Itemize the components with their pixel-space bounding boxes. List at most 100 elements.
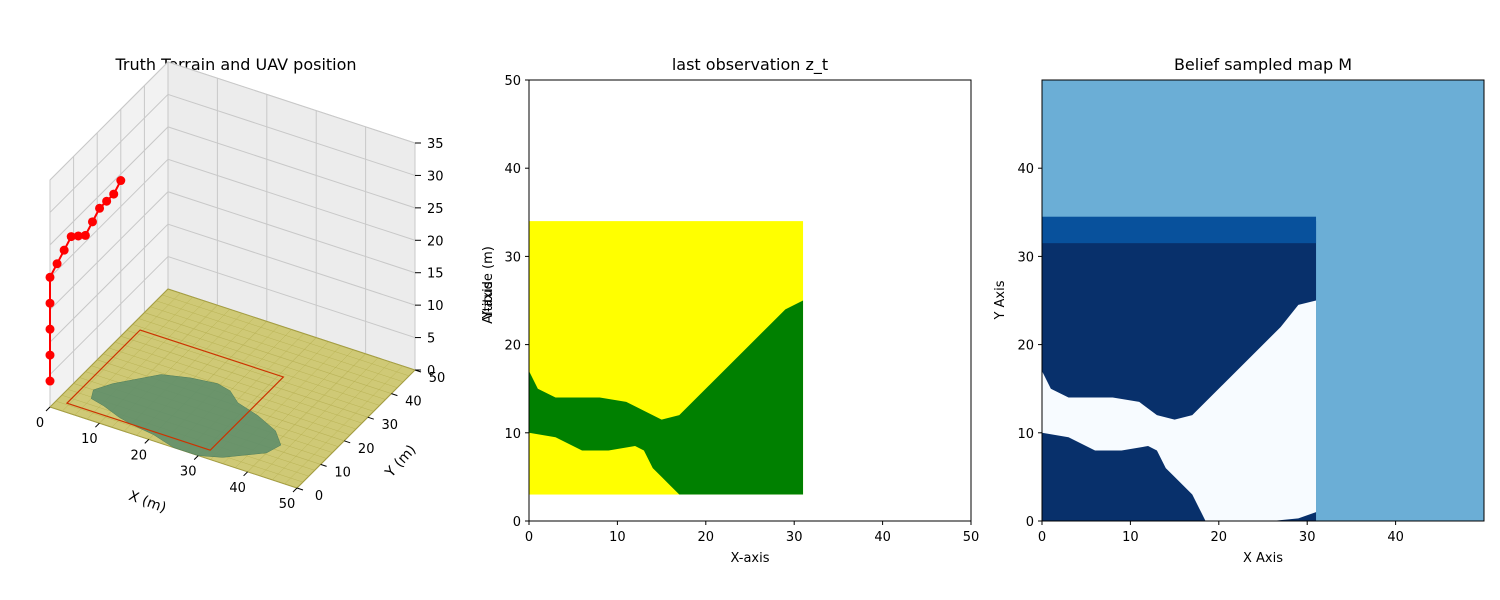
trajectory-point: [45, 350, 55, 360]
axis-ticks-3: 0 10 20 30 40 0 10 20 30 40: [1017, 162, 1403, 545]
x-tick-label: 30: [1299, 530, 1316, 545]
y-tick-label: 30: [382, 418, 399, 433]
chart-title-3: Belief sampled map M: [1174, 55, 1352, 74]
x-tick-label: 40: [874, 530, 891, 545]
uav-trajectory: [45, 176, 126, 386]
axis-ticks-2: 0 10 20 30 40 50 0 10 20 30 40 50: [504, 74, 979, 545]
belief-map: [1042, 80, 1484, 521]
panel-observation: last observation z_t 0 10 20 30 40 50 0 10 20 30 4…: [481, 55, 979, 566]
trajectory-point: [102, 196, 112, 206]
x-tick-label: 0: [1038, 530, 1046, 545]
trajectory-point: [87, 217, 97, 227]
terrain-mesh: [126, 330, 374, 412]
terrain-mesh: [150, 306, 398, 388]
chart-title-2: last observation z_t: [672, 55, 828, 75]
y-tick-label: 40: [504, 162, 521, 177]
trajectory-point: [73, 231, 83, 241]
z-gridline: [49, 191, 416, 311]
trajectory-point: [95, 203, 105, 213]
x-tick-label: 30: [180, 465, 197, 480]
x-tick-label: 30: [786, 530, 803, 545]
trajectory-point: [45, 376, 55, 386]
y-axis-label-2: Y-axis: [481, 281, 496, 319]
y-tick: [344, 440, 351, 444]
axes-frame-3: [1041, 79, 1485, 522]
trajectory-point: [52, 259, 62, 269]
observation-map: [529, 80, 971, 521]
y-tick-label: 50: [429, 371, 446, 386]
uncertain-band: [1042, 216, 1317, 244]
terrain-mesh: [284, 365, 403, 485]
z-tick-label: 20: [427, 234, 444, 249]
y-tick-label: 20: [1017, 339, 1034, 354]
x-tick: [243, 471, 248, 477]
terrain-mesh: [120, 336, 368, 418]
terrain-mesh: [162, 294, 410, 377]
trajectory-point: [45, 272, 55, 282]
observation-footprint: [65, 329, 285, 451]
trajectory-point: [80, 230, 90, 240]
y-tick-label: 20: [504, 339, 521, 354]
x-tick: [45, 406, 51, 412]
y-tick: [320, 463, 327, 467]
x-tick-label: 20: [131, 448, 148, 463]
y-tick-label: 30: [1017, 250, 1034, 265]
y-axis-label-1: Y (m): [382, 442, 420, 481]
y-tick-label: 0: [315, 489, 323, 504]
axes-frame-2: [528, 79, 972, 522]
y-tick-label: 40: [405, 395, 422, 410]
z-gridline: [49, 126, 416, 246]
x-tick-label: 0: [525, 530, 533, 545]
x-tick-label: 10: [609, 530, 626, 545]
x-axis-label-3: X Axis: [1243, 551, 1283, 566]
z-tick-label: 15: [427, 267, 444, 282]
x-tick-label: 40: [229, 481, 246, 496]
forest-area: [1042, 300, 1317, 521]
x-axis-label-1: X (m): [126, 488, 168, 516]
x-tick-label: 20: [1211, 530, 1228, 545]
y-tick-label: 40: [1017, 162, 1034, 177]
z-tick-label: 35: [427, 137, 444, 152]
y-axis-label-3: Y Axis: [993, 280, 1008, 320]
terrain-mesh: [138, 318, 386, 400]
x-tick-label: 10: [1122, 530, 1139, 545]
x-tick-label: 40: [1387, 530, 1404, 545]
terrain-mesh: [108, 347, 357, 430]
y-tick-label: 10: [334, 465, 351, 480]
y-tick-label: 20: [358, 442, 375, 457]
x-tick-label: 0: [36, 416, 44, 431]
y-tick-label: 0: [1026, 515, 1034, 530]
y-tick: [296, 487, 304, 491]
trajectory-point: [45, 298, 55, 308]
terrain-mesh: [156, 300, 404, 382]
y-tick-label: 10: [1017, 427, 1034, 442]
x-tick: [95, 422, 100, 428]
z-gridline: [49, 158, 416, 278]
z-tick-label: 0: [427, 364, 435, 379]
panel-3d-terrain: Truth Terrain and UAV position 0 10 20 30 40…: [36, 55, 445, 516]
y-tick-label: 50: [504, 74, 521, 89]
y-tick-label: 30: [504, 250, 521, 265]
z-tick-label: 25: [427, 202, 444, 217]
x-tick: [144, 439, 150, 444]
z-gridline: [49, 61, 416, 181]
chart-title-1: Truth Terrain and UAV position: [114, 55, 356, 74]
x-tick-label: 10: [81, 432, 98, 447]
z-tick-label: 10: [427, 299, 444, 314]
x-tick-label: 50: [279, 497, 296, 512]
terrain-mesh: [114, 341, 362, 424]
trajectory-point: [59, 245, 69, 255]
terrain-mesh: [259, 357, 379, 476]
terrain-mesh: [132, 324, 380, 406]
x-axis-label-2: X-axis: [731, 551, 770, 566]
x-tick: [292, 487, 298, 493]
terrain-surface: [49, 288, 416, 489]
z-gridline: [49, 223, 416, 343]
y-tick-label: 0: [513, 515, 521, 530]
y-tick-label: 10: [504, 427, 521, 442]
y-tick: [391, 393, 398, 397]
z-tick-label: 30: [427, 169, 444, 184]
z-tick-label: 5: [427, 332, 435, 347]
trajectory-point: [109, 189, 119, 199]
